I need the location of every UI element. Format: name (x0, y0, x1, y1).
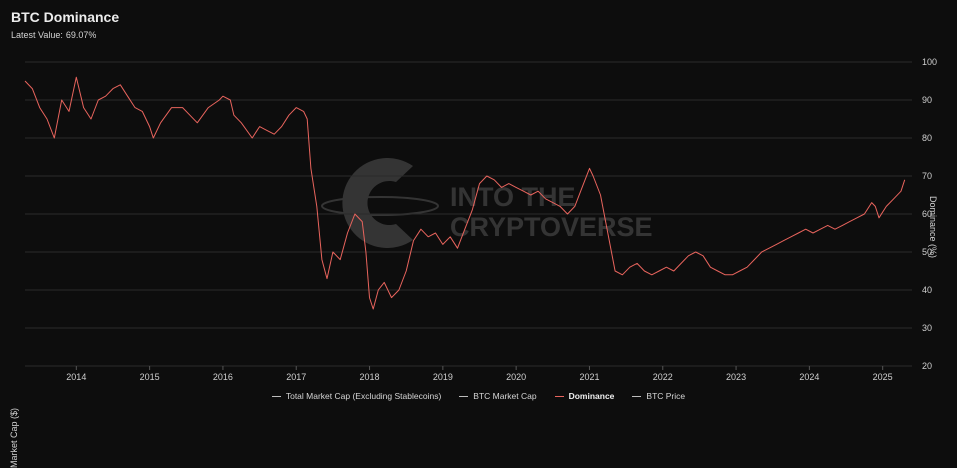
grid-lines (25, 61, 912, 367)
y-tick-label: 60 (922, 209, 932, 219)
legend-swatch (632, 395, 642, 397)
dominance-series-line (24, 76, 906, 310)
latest-value: Latest Value: 69.07% (11, 30, 96, 40)
x-tick-label: 2019 (433, 372, 453, 382)
y-tick-label: 90 (922, 95, 932, 105)
y-tick-label: 40 (922, 285, 932, 295)
legend-item[interactable]: BTC Price (632, 391, 685, 401)
y-tick-label: 20 (922, 361, 932, 371)
legend-swatch (554, 395, 564, 397)
x-tick-label: 2015 (140, 372, 160, 382)
legend-item[interactable]: BTC Market Cap (459, 391, 537, 401)
x-tick-label: 2020 (506, 372, 526, 382)
latest-value-label: Latest Value: (11, 30, 63, 40)
legend-swatch (459, 395, 469, 397)
legend-label: BTC Price (646, 391, 686, 401)
y-tick-label: 100 (922, 57, 937, 67)
legend-swatch (271, 395, 281, 397)
legend-item[interactable]: Total Market Cap (Excluding Stablecoins) (271, 391, 442, 401)
chart-title: BTC Dominance (11, 9, 120, 25)
x-tick-label: 2023 (726, 372, 746, 382)
dominance-chart: 20 30 40 50 60 70 80 90 100 2014 2015 2016 2017 2018… (24, 57, 937, 382)
latest-value-number: 69.07% (65, 30, 97, 40)
y-tick-labels: 20 30 40 50 60 70 80 90 100 (922, 57, 937, 371)
y-tick-label: 80 (922, 133, 932, 143)
x-tick-label: 2025 (873, 372, 893, 382)
x-tick-label: 2014 (66, 372, 86, 382)
x-tick-label: 2018 (360, 372, 380, 382)
legend-label: BTC Market Cap (473, 391, 537, 401)
left-axis-label: Market Cap ($) (9, 407, 19, 468)
legend-item[interactable]: Dominance (554, 391, 615, 401)
x-tick-label: 2021 (579, 372, 599, 382)
y-tick-label: 70 (922, 171, 932, 181)
legend: Total Market Cap (Excluding Stablecoins)… (0, 391, 957, 401)
x-tick-labels: 2014 2015 2016 2017 2018 2019 2020 2021 2022 2023… (66, 366, 893, 382)
y-tick-label: 50 (922, 247, 932, 257)
x-tick-label: 2017 (286, 372, 306, 382)
legend-label: Total Market Cap (Excluding Stablecoins) (285, 391, 442, 401)
x-tick-label: 2022 (653, 372, 673, 382)
y-tick-label: 30 (922, 323, 932, 333)
legend-label: Dominance (568, 391, 615, 401)
x-tick-label: 2024 (799, 372, 819, 382)
x-tick-label: 2016 (213, 372, 233, 382)
